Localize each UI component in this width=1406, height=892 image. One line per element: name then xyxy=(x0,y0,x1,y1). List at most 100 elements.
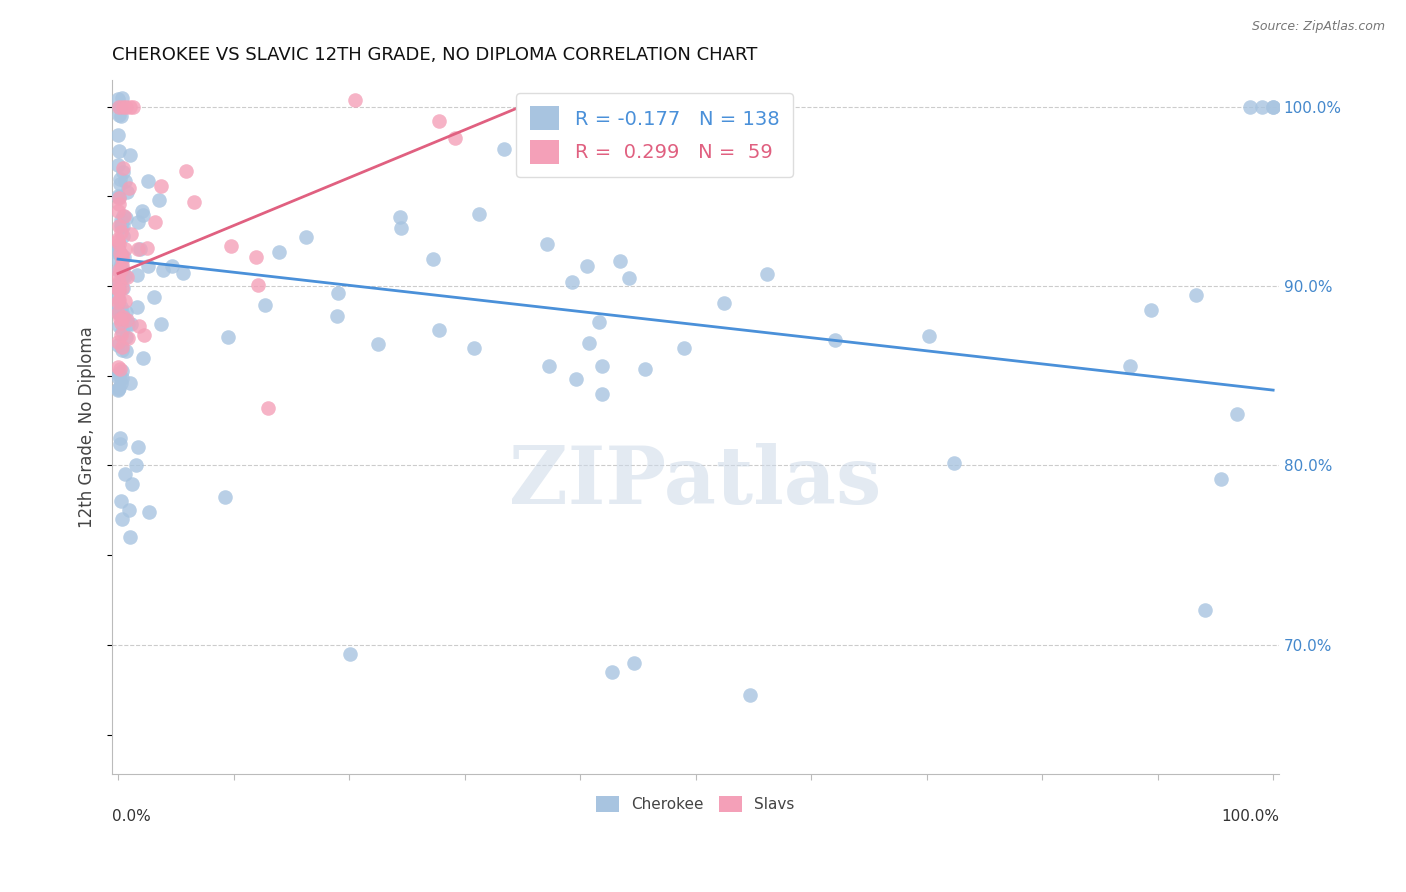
Point xyxy=(1250,99,1272,113)
Point xyxy=(110,494,132,508)
Point xyxy=(118,181,141,195)
Point xyxy=(253,298,276,312)
Point xyxy=(108,312,131,326)
Point xyxy=(257,401,280,415)
Text: CHEROKEE VS SLAVIC 12TH GRADE, NO DIPLOMA CORRELATION CHART: CHEROKEE VS SLAVIC 12TH GRADE, NO DIPLOM… xyxy=(112,46,758,64)
Point xyxy=(672,342,695,356)
Point xyxy=(115,99,138,113)
Text: 0.0%: 0.0% xyxy=(112,809,150,824)
Point xyxy=(136,174,159,188)
Point xyxy=(111,281,134,295)
Point xyxy=(107,235,129,249)
Point xyxy=(142,290,165,304)
Point xyxy=(110,213,132,227)
Point xyxy=(121,227,143,241)
Point xyxy=(111,512,134,526)
Point xyxy=(127,300,149,314)
Point xyxy=(110,316,132,330)
Point xyxy=(118,99,141,113)
Point xyxy=(389,220,412,235)
Point xyxy=(591,386,613,401)
Point xyxy=(107,253,129,268)
Point xyxy=(108,381,131,395)
Point xyxy=(942,456,965,470)
Point xyxy=(111,209,134,223)
Point xyxy=(107,368,129,382)
Point xyxy=(108,362,131,376)
Point xyxy=(111,258,134,272)
Point xyxy=(143,214,166,228)
Point xyxy=(111,161,134,175)
Point xyxy=(107,236,129,251)
Point xyxy=(339,647,361,661)
Point xyxy=(463,341,485,355)
Point xyxy=(112,310,135,325)
Point xyxy=(108,275,131,289)
Point xyxy=(114,242,136,256)
Text: Source: ZipAtlas.com: Source: ZipAtlas.com xyxy=(1251,20,1385,33)
Point xyxy=(245,250,267,264)
Point xyxy=(111,343,134,357)
Point xyxy=(1226,407,1249,421)
Point xyxy=(468,207,491,221)
Point xyxy=(115,312,138,326)
Point xyxy=(110,225,132,239)
Point xyxy=(1118,359,1140,373)
Point xyxy=(221,238,243,252)
Point xyxy=(108,219,131,233)
Point xyxy=(128,319,150,334)
Point xyxy=(108,197,131,211)
Point xyxy=(112,263,135,277)
Point xyxy=(326,309,349,323)
Point xyxy=(444,131,467,145)
Point xyxy=(128,242,150,256)
Point xyxy=(367,336,389,351)
Point xyxy=(107,263,129,277)
Point xyxy=(422,252,444,267)
Point xyxy=(131,351,153,365)
Point xyxy=(150,317,173,331)
Point xyxy=(107,295,129,310)
Point xyxy=(343,93,366,107)
Point xyxy=(121,476,143,491)
Point xyxy=(217,329,239,343)
Point xyxy=(111,371,134,385)
Point xyxy=(107,242,129,256)
Point xyxy=(124,458,146,473)
Point xyxy=(294,230,316,244)
Text: ZIPatlas: ZIPatlas xyxy=(509,443,882,522)
Point xyxy=(107,92,129,106)
Point xyxy=(578,336,600,351)
Point xyxy=(918,328,941,343)
Point xyxy=(107,282,129,296)
Point xyxy=(1263,99,1285,113)
Point xyxy=(110,262,132,277)
Point xyxy=(107,305,129,319)
Point xyxy=(122,99,145,113)
Point xyxy=(492,142,515,156)
Point xyxy=(114,305,136,319)
Point xyxy=(110,109,132,123)
Point xyxy=(107,370,129,384)
Point xyxy=(117,317,139,331)
Point xyxy=(427,114,450,128)
Point xyxy=(110,437,132,451)
Point xyxy=(148,193,170,207)
Point xyxy=(111,249,134,263)
Point xyxy=(107,246,129,260)
Point xyxy=(110,328,132,343)
Point xyxy=(713,295,735,310)
Point xyxy=(1239,99,1261,113)
Point xyxy=(107,232,129,246)
Point xyxy=(107,158,129,172)
Y-axis label: 12th Grade, No Diploma: 12th Grade, No Diploma xyxy=(79,326,96,528)
Point xyxy=(114,211,136,225)
Point xyxy=(160,260,183,274)
Point xyxy=(112,268,135,283)
Point xyxy=(114,294,136,309)
Point xyxy=(108,99,131,113)
Point xyxy=(111,280,134,294)
Point xyxy=(132,328,155,343)
Point xyxy=(107,292,129,306)
Point xyxy=(110,376,132,390)
